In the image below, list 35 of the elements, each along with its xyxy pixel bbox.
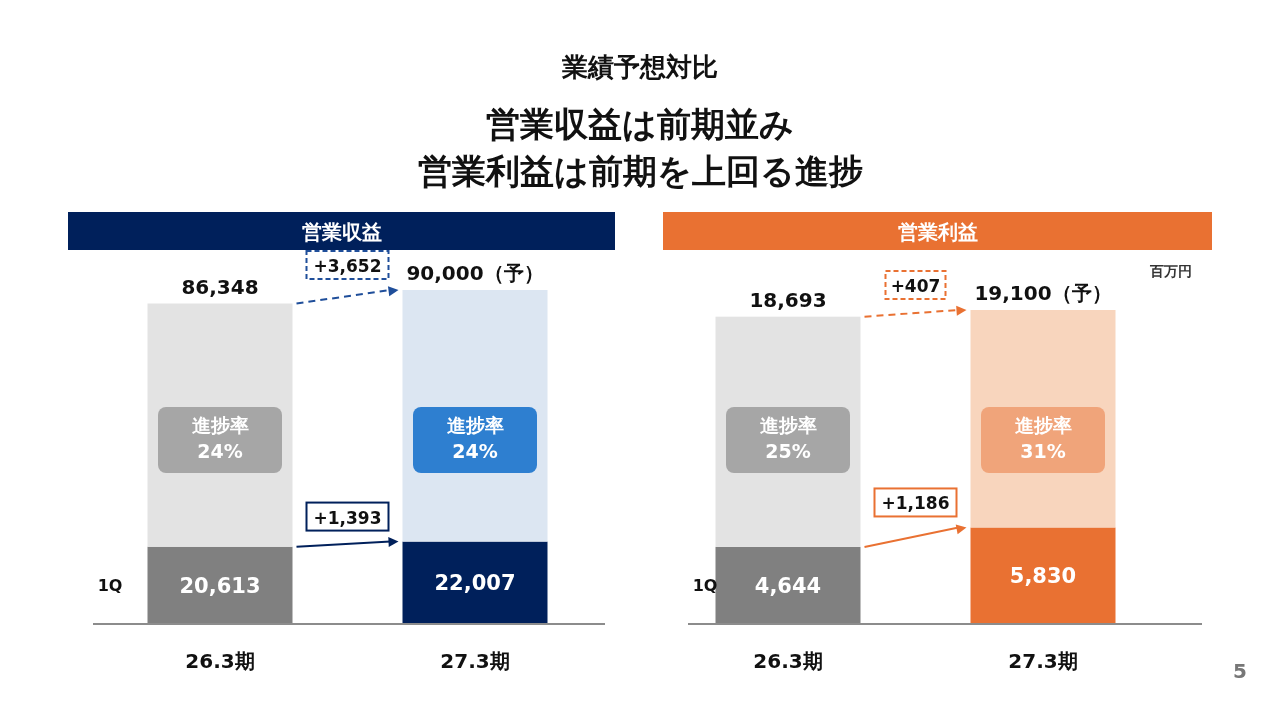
annotation: 進捗率 [446, 414, 504, 436]
total-label: 18,693 [749, 287, 827, 312]
annotation: 24% [197, 440, 243, 462]
series-label: 1Q [97, 575, 123, 595]
chart-title: 営業収益 [301, 220, 382, 244]
annotation: +1,186 [881, 493, 950, 514]
text: 営業利益は前期を上回る進捗 [417, 151, 863, 191]
annotation: 進捗率 [191, 414, 249, 436]
data-label: 5,830 [1009, 564, 1077, 589]
y-axis-title: 百万円 [1149, 263, 1192, 279]
text: 5 [1233, 659, 1247, 683]
annotation: 31% [1020, 440, 1066, 462]
data-label: 4,644 [754, 573, 822, 598]
text: +407 [890, 276, 941, 296]
annotation: 進捗率 [759, 414, 817, 436]
total-label: 19,100（予） [974, 281, 1112, 305]
bar [402, 541, 548, 623]
x-tick-label: 27.3期 [1008, 649, 1078, 673]
series-label: 1Q [692, 575, 718, 595]
annotation: 進捗率 [1014, 414, 1072, 436]
bar [970, 527, 1116, 623]
x-tick-label: 26.3期 [185, 649, 255, 673]
total-label: 86,348 [181, 274, 259, 299]
text: +3,652 [313, 256, 382, 276]
data-label: 20,613 [179, 573, 261, 598]
total-label: 90,000（予） [406, 261, 544, 285]
annotation: +1,393 [313, 507, 382, 528]
text: 業績予想対比 [561, 52, 718, 82]
annotation: 25% [765, 440, 811, 462]
text: 営業収益は前期並み [486, 104, 794, 144]
x-tick-label: 26.3期 [753, 649, 823, 673]
annotation: 24% [452, 440, 498, 462]
data-label: 22,007 [434, 571, 516, 596]
chart-title: 営業利益 [897, 220, 978, 244]
x-tick-label: 27.3期 [440, 649, 510, 673]
